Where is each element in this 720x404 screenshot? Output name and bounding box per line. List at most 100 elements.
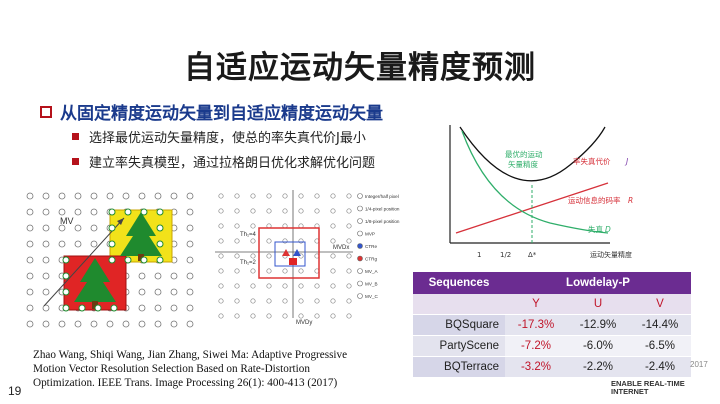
grid-dot — [282, 238, 288, 244]
grid-dot — [218, 223, 224, 229]
header-lowdelay: Lowdelay-P — [505, 272, 691, 294]
ctr-region — [258, 227, 320, 279]
grid-dot — [170, 304, 178, 312]
grid-dot — [250, 268, 256, 274]
grid-dot — [90, 240, 98, 248]
grid-dot — [186, 224, 194, 232]
grid-dot — [58, 320, 66, 328]
grid-dot — [26, 192, 34, 200]
grid-dot — [266, 193, 272, 199]
grid-dot — [266, 298, 272, 304]
legend-marker — [357, 243, 363, 249]
grid-dot — [234, 208, 240, 214]
highlight-dot — [62, 272, 70, 280]
tick-delta: Δ* — [528, 251, 537, 259]
d-label: 失真 — [588, 224, 603, 234]
citation: Zhao Wang, Shiqi Wang, Jian Zhang, Siwei… — [33, 349, 348, 389]
optimal-label-1: 最优的运动 — [505, 149, 543, 159]
grid-dot — [314, 283, 320, 289]
grid-dot — [250, 193, 256, 199]
cell-u: -12.9% — [567, 314, 629, 336]
table-row: BQSquare -17.3% -12.9% -14.4% — [413, 314, 691, 336]
legend-marker — [357, 293, 363, 299]
main-bullet: 从固定精度运动矢量到自适应精度运动矢量 — [40, 99, 383, 124]
grid-dot — [42, 320, 50, 328]
legend-label: Integer/half pixel position — [365, 194, 400, 199]
grid-dot — [170, 192, 178, 200]
legend-marker — [357, 205, 363, 212]
grid-dot — [186, 304, 194, 312]
grid-dot — [186, 288, 194, 296]
distortion-curve — [461, 130, 609, 234]
highlight-dot — [156, 256, 164, 264]
figure-legend: Integer/half pixel position 1/4-pixel pos… — [357, 193, 400, 299]
mv-arrow — [43, 217, 125, 307]
grid-dot — [26, 256, 34, 264]
grid-dot — [298, 298, 304, 304]
mvdx-label: MVDx — [333, 245, 349, 251]
grid-dot — [330, 283, 336, 289]
grid-dot — [154, 320, 162, 328]
filled-square-icon — [72, 133, 79, 140]
row-name: BQTerrace — [413, 356, 505, 378]
table-row: BQTerrace -3.2% -2.2% -2.4% — [413, 356, 691, 378]
highlight-dot — [140, 256, 148, 264]
grid-dot — [266, 253, 272, 259]
grid-dot — [90, 208, 98, 216]
results-table: Sequences Lowdelay-P Y U V BQSquare -17.… — [413, 272, 691, 378]
mvdy-label: MVDy — [296, 320, 312, 326]
grid-dot — [346, 283, 352, 289]
j-symbol: J — [624, 157, 628, 166]
grid-dot — [218, 253, 224, 259]
grid-dot — [330, 268, 336, 274]
grid-dot — [138, 288, 146, 296]
legend-marker — [357, 193, 363, 199]
inner-region — [274, 241, 306, 267]
grid-dot — [26, 240, 34, 248]
r-label: 运动信息的码率 — [568, 195, 621, 205]
grid-dot — [74, 208, 82, 216]
grid-dot — [266, 283, 272, 289]
grid-dot — [170, 320, 178, 328]
grid-dot — [138, 304, 146, 312]
grid-dot — [282, 283, 288, 289]
optimal-label-2: 矢量精度 — [508, 159, 538, 169]
grid-dot — [138, 320, 146, 328]
grid-dot — [122, 320, 130, 328]
grid-dot — [314, 193, 320, 199]
watermark-line-2: INTERNET — [611, 387, 649, 396]
grid-dot — [90, 192, 98, 200]
grid-dot — [26, 320, 34, 328]
grid-dot — [330, 223, 336, 229]
grid-dot — [58, 208, 66, 216]
main-bullet-text: 从固定精度运动矢量到自适应精度运动矢量 — [60, 104, 383, 124]
legend-label: CTRg — [365, 257, 377, 262]
grid-dot — [42, 288, 50, 296]
x-axis-label: 运动矢量精度 — [590, 250, 632, 259]
legend-label: MV_B — [365, 282, 378, 287]
grid-dot — [234, 298, 240, 304]
row-name: BQSquare — [413, 314, 505, 336]
cell-y: -7.2% — [505, 335, 567, 357]
mid-grid-dots — [218, 193, 352, 319]
grid-dot — [218, 193, 224, 199]
grid-dot — [186, 240, 194, 248]
cell-u: -2.2% — [567, 356, 629, 378]
grid-dot — [26, 304, 34, 312]
col-y: Y — [505, 294, 567, 315]
grid-dot — [186, 256, 194, 264]
grid-dot — [218, 208, 224, 214]
grid-dot — [122, 192, 130, 200]
grid-dot — [314, 298, 320, 304]
highlight-dot — [78, 304, 86, 312]
grid-dot — [186, 208, 194, 216]
grid-dot — [186, 320, 194, 328]
highlight-dot — [108, 240, 116, 248]
slide-title: 自适应运动矢量精度预测 — [184, 50, 536, 86]
watermark-year: 2017 — [690, 360, 708, 369]
table-row: PartyScene -7.2% -6.0% -6.5% — [413, 335, 691, 357]
grid-dot — [330, 298, 336, 304]
tree-trunk — [92, 301, 98, 309]
highlight-dot — [62, 288, 70, 296]
grid-dot — [314, 208, 320, 214]
